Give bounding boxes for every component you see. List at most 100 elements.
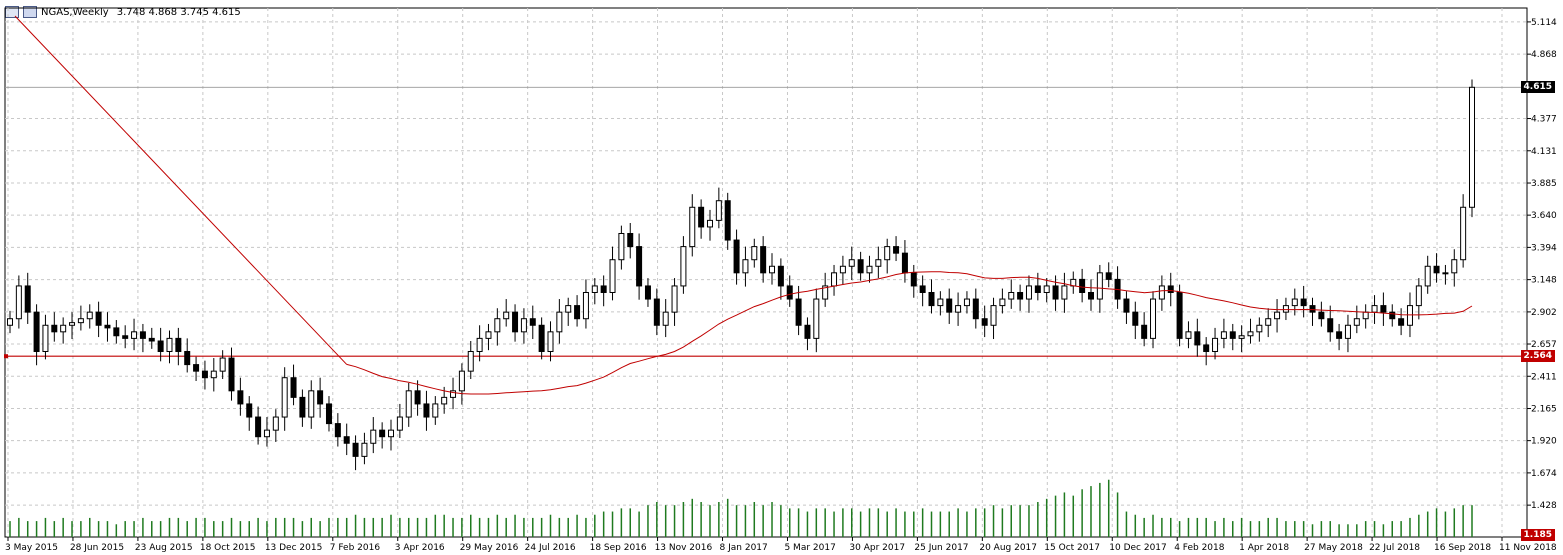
candle-down: [574, 305, 581, 320]
candle-up: [361, 442, 368, 457]
candle-down: [512, 311, 519, 333]
candle-down: [1203, 344, 1210, 352]
price-tick-label: 2.411: [1531, 372, 1557, 382]
candle-up: [503, 311, 510, 320]
candle-up: [999, 298, 1006, 307]
candle-down: [157, 340, 164, 352]
candle-up: [1247, 331, 1254, 337]
candle-down: [1433, 265, 1440, 274]
candle-up: [494, 318, 501, 333]
date-tick-label: 3 May 2015: [5, 543, 58, 553]
candle-up: [1061, 285, 1068, 300]
candle-up: [1158, 285, 1165, 300]
candle-down: [1327, 318, 1334, 333]
candle-up: [1238, 335, 1245, 339]
price-tick-label: 2.657: [1531, 340, 1557, 350]
candle-up: [77, 318, 84, 324]
candle-up: [520, 318, 527, 333]
candle-up: [281, 377, 288, 418]
candle-up: [680, 246, 687, 287]
candle-down: [255, 416, 262, 438]
candle-up: [396, 416, 403, 431]
candle-up: [86, 311, 93, 320]
candle-up: [388, 429, 395, 438]
candle-up: [405, 390, 412, 418]
chart-properties-icon[interactable]: [23, 6, 37, 18]
candle-down: [104, 324, 111, 329]
candle-down: [1141, 324, 1148, 339]
candle-down: [1079, 278, 1086, 293]
candle-up: [441, 396, 448, 405]
candle-up: [131, 331, 138, 339]
candle-up: [813, 298, 820, 339]
candle-up: [7, 318, 13, 326]
date-tick-label: 8 Jan 2017: [720, 543, 768, 553]
price-tick-label: 4.131: [1531, 147, 1557, 157]
candle-up: [1282, 305, 1289, 313]
candle-down: [299, 396, 306, 418]
candle-down: [857, 259, 864, 274]
candle-down: [600, 285, 607, 293]
candle-up: [963, 298, 970, 307]
candle-down: [246, 403, 253, 418]
date-tick-label: 3 Apr 2016: [395, 543, 445, 553]
candle-down: [1229, 331, 1236, 339]
candle-down: [786, 285, 793, 300]
date-tick-label: 25 Jun 2017: [914, 543, 968, 553]
date-tick-label: 1 Apr 2018: [1239, 543, 1289, 553]
candle-down: [627, 232, 634, 248]
candle-down: [139, 331, 146, 339]
date-tick-label: 30 Apr 2017: [849, 543, 905, 553]
price-tick-label: 4.377: [1531, 115, 1557, 125]
candle-up: [42, 324, 49, 352]
candle-down: [636, 246, 643, 287]
candle-up: [618, 232, 625, 261]
candle-down: [1389, 311, 1396, 320]
candle-up: [1371, 305, 1378, 313]
candle-down: [698, 206, 705, 228]
candle-up: [1256, 324, 1263, 333]
candle-up: [565, 305, 572, 313]
candle-down: [901, 252, 908, 274]
candle-up: [839, 265, 846, 274]
date-tick-label: 15 Oct 2017: [1044, 543, 1100, 553]
candle-up: [1265, 318, 1272, 326]
candle-down: [1123, 298, 1130, 313]
candle-down: [1105, 272, 1112, 280]
candle-down: [1176, 291, 1183, 339]
candle-up: [467, 350, 474, 372]
candle-down: [777, 265, 784, 287]
candle-up: [15, 285, 22, 320]
candle-down: [1167, 285, 1174, 293]
candle-up: [1185, 331, 1192, 339]
candle-up: [955, 305, 962, 313]
candle-up: [1451, 259, 1458, 274]
date-tick-label: 7 Feb 2016: [330, 543, 381, 553]
candle-up: [1212, 337, 1219, 352]
candle-up: [60, 324, 67, 333]
hline-price-label: 2.564: [1520, 350, 1555, 362]
date-tick-label: 16 Sep 2018: [1434, 543, 1491, 553]
moving-average-line: [346, 271, 1473, 395]
candle-up: [1442, 272, 1449, 275]
candle-up: [263, 429, 270, 438]
candle-up: [370, 429, 377, 444]
candle-down: [228, 357, 235, 392]
candle-up: [689, 206, 696, 248]
candle-down: [972, 298, 979, 320]
price-tick-label: 3.640: [1531, 211, 1557, 221]
date-tick-label: 13 Dec 2015: [265, 543, 323, 553]
candle-up: [1220, 331, 1227, 339]
candle-down: [538, 324, 545, 352]
candle-down: [33, 311, 40, 352]
current-price-label: 4.615: [1520, 81, 1555, 93]
candle-up: [822, 285, 829, 300]
date-tick-label: 22 Jul 2018: [1369, 543, 1420, 553]
price-tick-label: 2.165: [1531, 405, 1557, 415]
candle-down: [175, 337, 182, 352]
candle-down: [1300, 298, 1307, 307]
candle-up: [547, 331, 554, 352]
candle-down: [317, 390, 324, 405]
